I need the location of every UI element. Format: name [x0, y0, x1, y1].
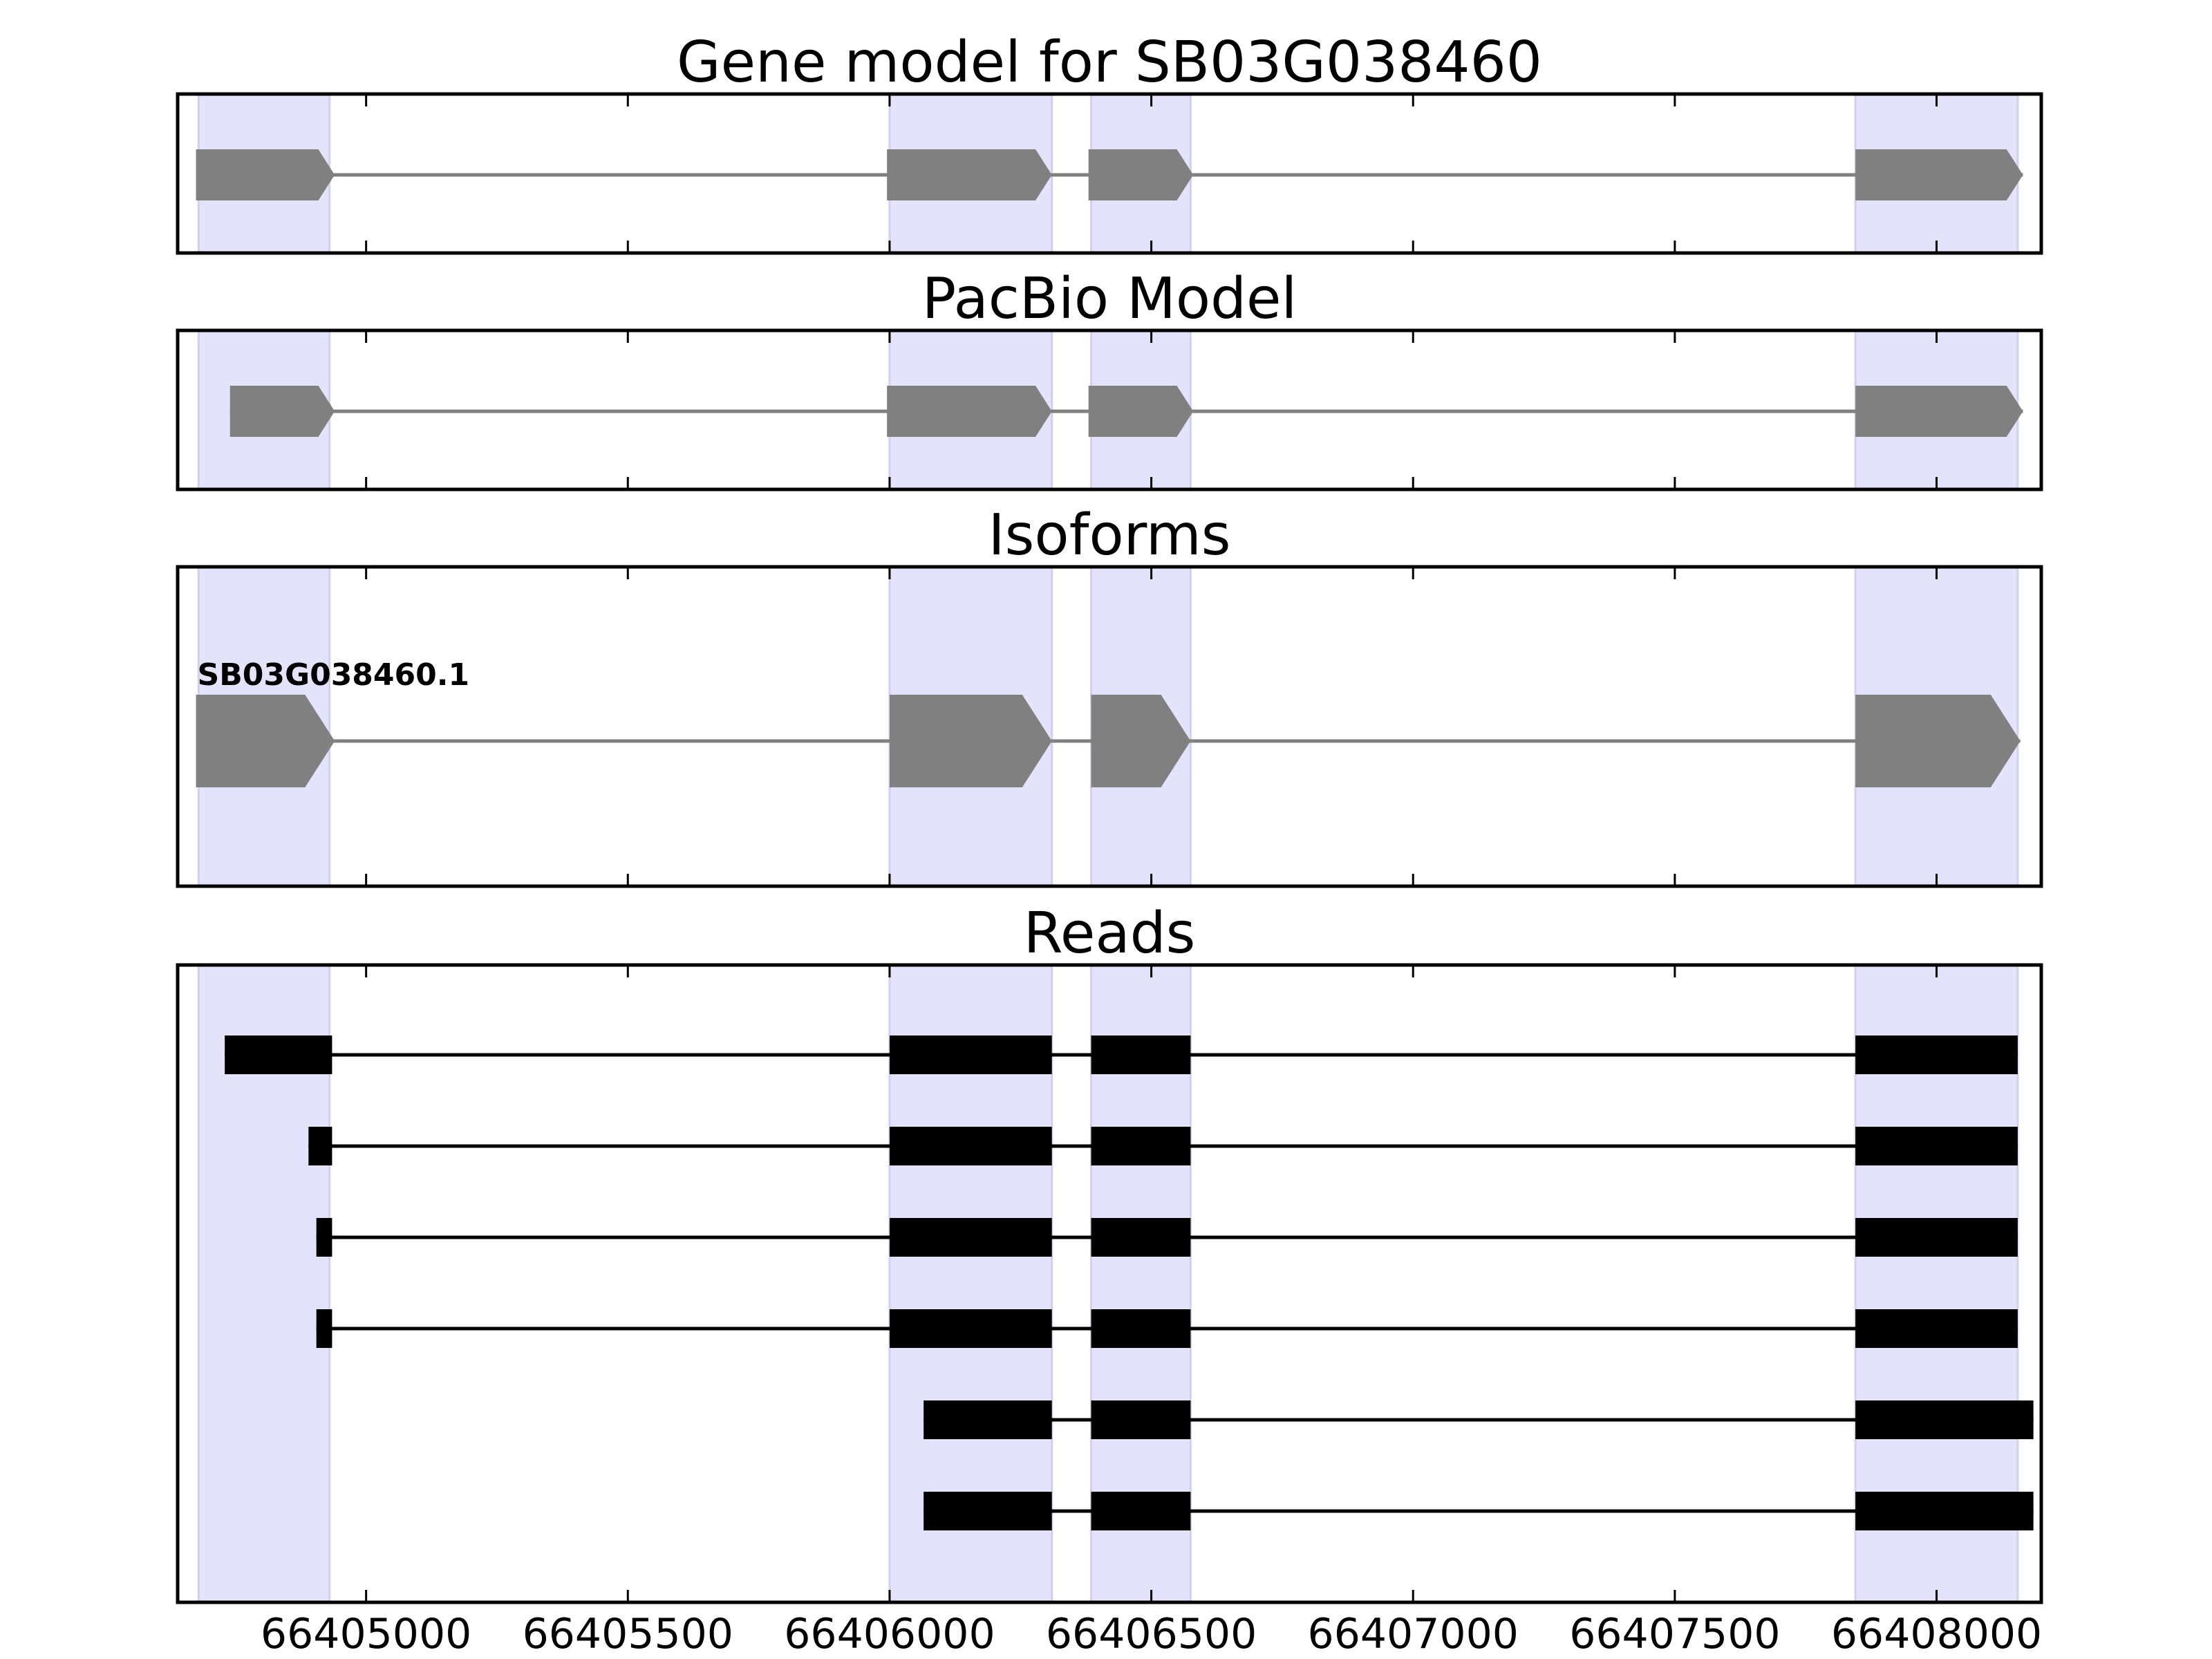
exon-block — [1855, 1400, 2034, 1439]
panel-frame — [176, 565, 2043, 888]
exon-block — [1091, 1218, 1191, 1257]
exon-block — [889, 1127, 1052, 1165]
exon-arrow — [887, 386, 1052, 437]
exon-arrow — [1855, 149, 2023, 200]
x-tick-label: 66408000 — [1831, 1610, 2042, 1658]
panel-3: Reads — [176, 901, 2043, 1604]
exon-block — [889, 1309, 1052, 1348]
exon-block — [316, 1218, 332, 1257]
exon-arrow — [1855, 695, 2021, 787]
exon-block — [924, 1400, 1052, 1439]
isoform-label: SB03G038460.1 — [198, 657, 470, 693]
read-1 — [308, 1127, 2018, 1165]
exon-block — [1855, 1127, 2018, 1165]
exon-block — [1091, 1035, 1191, 1074]
panel-frame — [176, 963, 2043, 1604]
x-tick-label: 66405000 — [261, 1610, 471, 1658]
panel-0: Gene model for SB03G038460 — [176, 30, 2043, 255]
read-0 — [225, 1035, 2018, 1074]
exon-block — [1091, 1127, 1191, 1165]
read-2 — [316, 1218, 2018, 1257]
read-5 — [924, 1492, 2034, 1530]
x-tick-label: 66407500 — [1569, 1610, 1780, 1658]
panel-title: Gene model for SB03G038460 — [677, 30, 1542, 95]
exon-block — [308, 1127, 332, 1165]
transcript-0 — [229, 386, 2023, 437]
exon-block — [1091, 1492, 1191, 1530]
panel-title: PacBio Model — [922, 266, 1297, 332]
panel-1: PacBio Model — [176, 266, 2043, 491]
exon-arrow — [229, 386, 335, 437]
exon-block — [889, 1218, 1052, 1257]
exon-block — [1855, 1035, 2018, 1074]
exon-block — [316, 1309, 332, 1348]
exon-block — [1855, 1309, 2018, 1348]
x-tick-label: 66406000 — [784, 1610, 995, 1658]
panel-frame — [176, 92, 2043, 255]
exon-block — [924, 1492, 1052, 1530]
x-tick-label: 66407000 — [1308, 1610, 1519, 1658]
exon-arrow — [1091, 695, 1191, 787]
exon-arrow — [1088, 386, 1194, 437]
panel-2: Isoforms SB03G038460.1 — [176, 503, 2043, 888]
exon-block — [1855, 1218, 2018, 1257]
exon-block — [225, 1035, 332, 1074]
transcript-0: SB03G038460.1 — [196, 657, 2021, 787]
exon-arrow — [196, 149, 335, 200]
exon-block — [1091, 1400, 1191, 1439]
panel-title: Isoforms — [988, 503, 1231, 568]
exon-block — [889, 1035, 1052, 1074]
exon-arrow — [889, 695, 1052, 787]
read-4 — [924, 1400, 2034, 1439]
transcript-0 — [196, 149, 2023, 200]
panel-frame — [176, 328, 2043, 491]
read-3 — [316, 1309, 2018, 1348]
x-tick-label: 66406500 — [1046, 1610, 1257, 1658]
exon-arrow — [887, 149, 1052, 200]
panel-title: Reads — [1024, 901, 1196, 966]
x-tick-label: 66405500 — [523, 1610, 733, 1658]
exon-arrow — [1088, 149, 1194, 200]
exon-block — [1091, 1309, 1191, 1348]
exon-block — [1855, 1492, 2034, 1530]
exon-arrow — [196, 695, 335, 787]
exon-arrow — [1855, 386, 2023, 437]
